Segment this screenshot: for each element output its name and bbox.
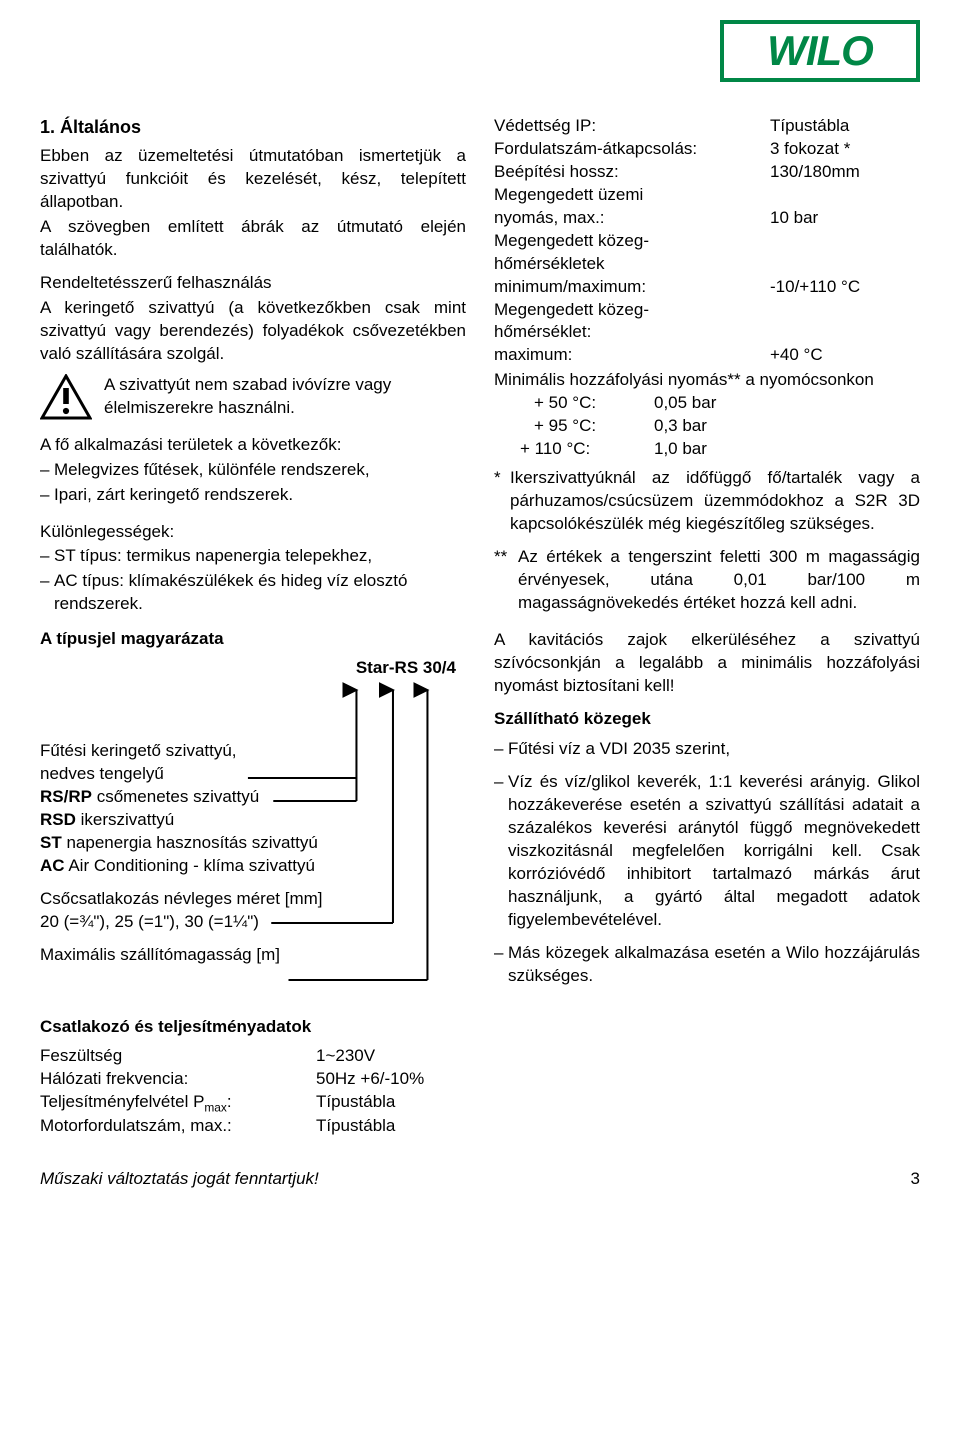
list-item: AC típus: klímakészülékek és hideg víz e…: [54, 570, 466, 616]
table-row: Beépítési hossz:130/180mm: [494, 161, 920, 184]
specialities-list: – ST típus: termikus napenergia telepekh…: [40, 545, 466, 616]
applications-list: –Melegvizes fűtések, különféle rendszere…: [40, 459, 466, 507]
table-row: + 95 °C:0,3 bar: [494, 415, 920, 438]
page-number: 3: [911, 1168, 920, 1191]
type-key-line: Maximális szállítómagasság [m]: [40, 944, 466, 967]
type-explain-heading: A típusjel magyarázata: [40, 628, 466, 651]
brand-logo-text: WILO: [767, 23, 873, 80]
media-heading: Szállítható közegek: [494, 708, 920, 731]
table-row: + 110 °C:1,0 bar: [494, 438, 920, 461]
type-key-line: Fűtési keringető szivattyú,: [40, 740, 466, 763]
list-item: Víz és víz/glikol keverék, 1:1 keverési …: [508, 771, 920, 932]
table-row: Fordulatszám-átkapcsolás:3 fokozat *: [494, 138, 920, 161]
performance-heading: Csatlakozó és teljesítményadatok: [40, 1016, 466, 1039]
intended-use-heading: Rendeltetésszerű felhasználás: [40, 272, 466, 295]
content-columns: 1. Általános Ebben az üzemeltetési útmut…: [40, 115, 920, 1138]
list-item: Ipari, zárt keringető rendszerek.: [54, 484, 466, 507]
intro-text: Ebben az üzemeltetési útmutatóban ismert…: [40, 145, 466, 214]
table-row: Megengedett közeg-: [494, 299, 920, 322]
table-row: Hálózati frekvencia: 50Hz +6/-10%: [40, 1068, 466, 1091]
cavitation-note: A kavitációs zajok elkerüléséhez a sziva…: [494, 629, 920, 698]
left-column: 1. Általános Ebben az üzemeltetési útmut…: [40, 115, 466, 1138]
table-row: Védettség IP:Típustábla: [494, 115, 920, 138]
list-item: Fűtési víz a VDI 2035 szerint,: [508, 738, 920, 761]
specialities-heading: Különlegességek:: [40, 521, 466, 544]
table-row: hőmérséklet:: [494, 321, 920, 344]
footer-note: Műszaki változtatás jogát fenntartjuk!: [40, 1168, 319, 1191]
table-row: Motorfordulatszám, max.: Típustábla: [40, 1115, 466, 1138]
table-row: Megengedett közeg-: [494, 230, 920, 253]
type-key-line: nedves tengelyű: [40, 763, 466, 786]
table-row: nyomás, max.:10 bar: [494, 207, 920, 230]
type-code: Star-RS 30/4: [40, 657, 466, 680]
type-key-line: RS/RP csőmenetes szivattyú: [40, 786, 466, 809]
warning-box: A szivattyút nem szabad ivóvízre vagy él…: [40, 374, 466, 420]
list-item: Melegvizes fűtések, különféle rendszerek…: [54, 459, 466, 482]
warning-text: A szivattyút nem szabad ivóvízre vagy él…: [104, 374, 466, 420]
page-footer: Műszaki változtatás jogát fenntartjuk! 3: [40, 1168, 920, 1191]
table-row: hőmérsékletek: [494, 253, 920, 276]
table-row: minimum/maximum:-10/+110 °C: [494, 276, 920, 299]
type-key-diagram: Fűtési keringető szivattyú, nedves tenge…: [40, 680, 466, 1010]
intended-use-text: A keringető szivattyú (a következőkben c…: [40, 297, 466, 366]
min-pressure-table: + 50 °C:0,05 bar + 95 °C:0,3 bar + 110 °…: [494, 392, 920, 461]
list-item: ST típus: termikus napenergia telepekhez…: [54, 545, 466, 568]
type-key-line: Csőcsatlakozás névleges méret [mm]: [40, 888, 466, 911]
list-item: Más közegek alkalmazása esetén a Wilo ho…: [508, 942, 920, 988]
table-row: Megengedett üzemi: [494, 184, 920, 207]
type-key-line: RSD ikerszivattyú: [40, 809, 466, 832]
footnote-1: * Ikerszivattyúknál az időfüggő fő/tarta…: [494, 467, 920, 536]
intro-text-2: A szövegben említett ábrák az útmutató e…: [40, 216, 466, 262]
table-row: + 50 °C:0,05 bar: [494, 392, 920, 415]
media-list: –Fűtési víz a VDI 2035 szerint, –Víz és …: [494, 738, 920, 987]
table-row: maximum:+40 °C: [494, 344, 920, 367]
type-key-line: ST napenergia hasznosítás szivattyú: [40, 832, 466, 855]
table-row: Feszültség 1~230V: [40, 1045, 466, 1068]
type-key-line: 20 (=¾"), 25 (=1"), 30 (=1¼"): [40, 911, 466, 934]
section-heading: 1. Általános: [40, 115, 466, 139]
min-pressure-heading: Minimális hozzáfolyási nyomás** a nyomóc…: [494, 369, 920, 392]
applications-heading: A fő alkalmazási területek a következők:: [40, 434, 466, 457]
type-key-line: AC Air Conditioning - klíma szivattyú: [40, 855, 466, 878]
brand-logo: WILO: [720, 20, 920, 82]
specs-table: Védettség IP:Típustábla Fordulatszám-átk…: [494, 115, 920, 367]
warning-icon: [40, 374, 92, 420]
performance-table: Feszültség 1~230V Hálózati frekvencia: 5…: [40, 1045, 466, 1138]
table-row: Teljesítményfelvétel Pmax: Típustábla: [40, 1091, 466, 1115]
right-column: Védettség IP:Típustábla Fordulatszám-átk…: [494, 115, 920, 1138]
footnote-2: ** Az értékek a tengerszint feletti 300 …: [494, 546, 920, 615]
